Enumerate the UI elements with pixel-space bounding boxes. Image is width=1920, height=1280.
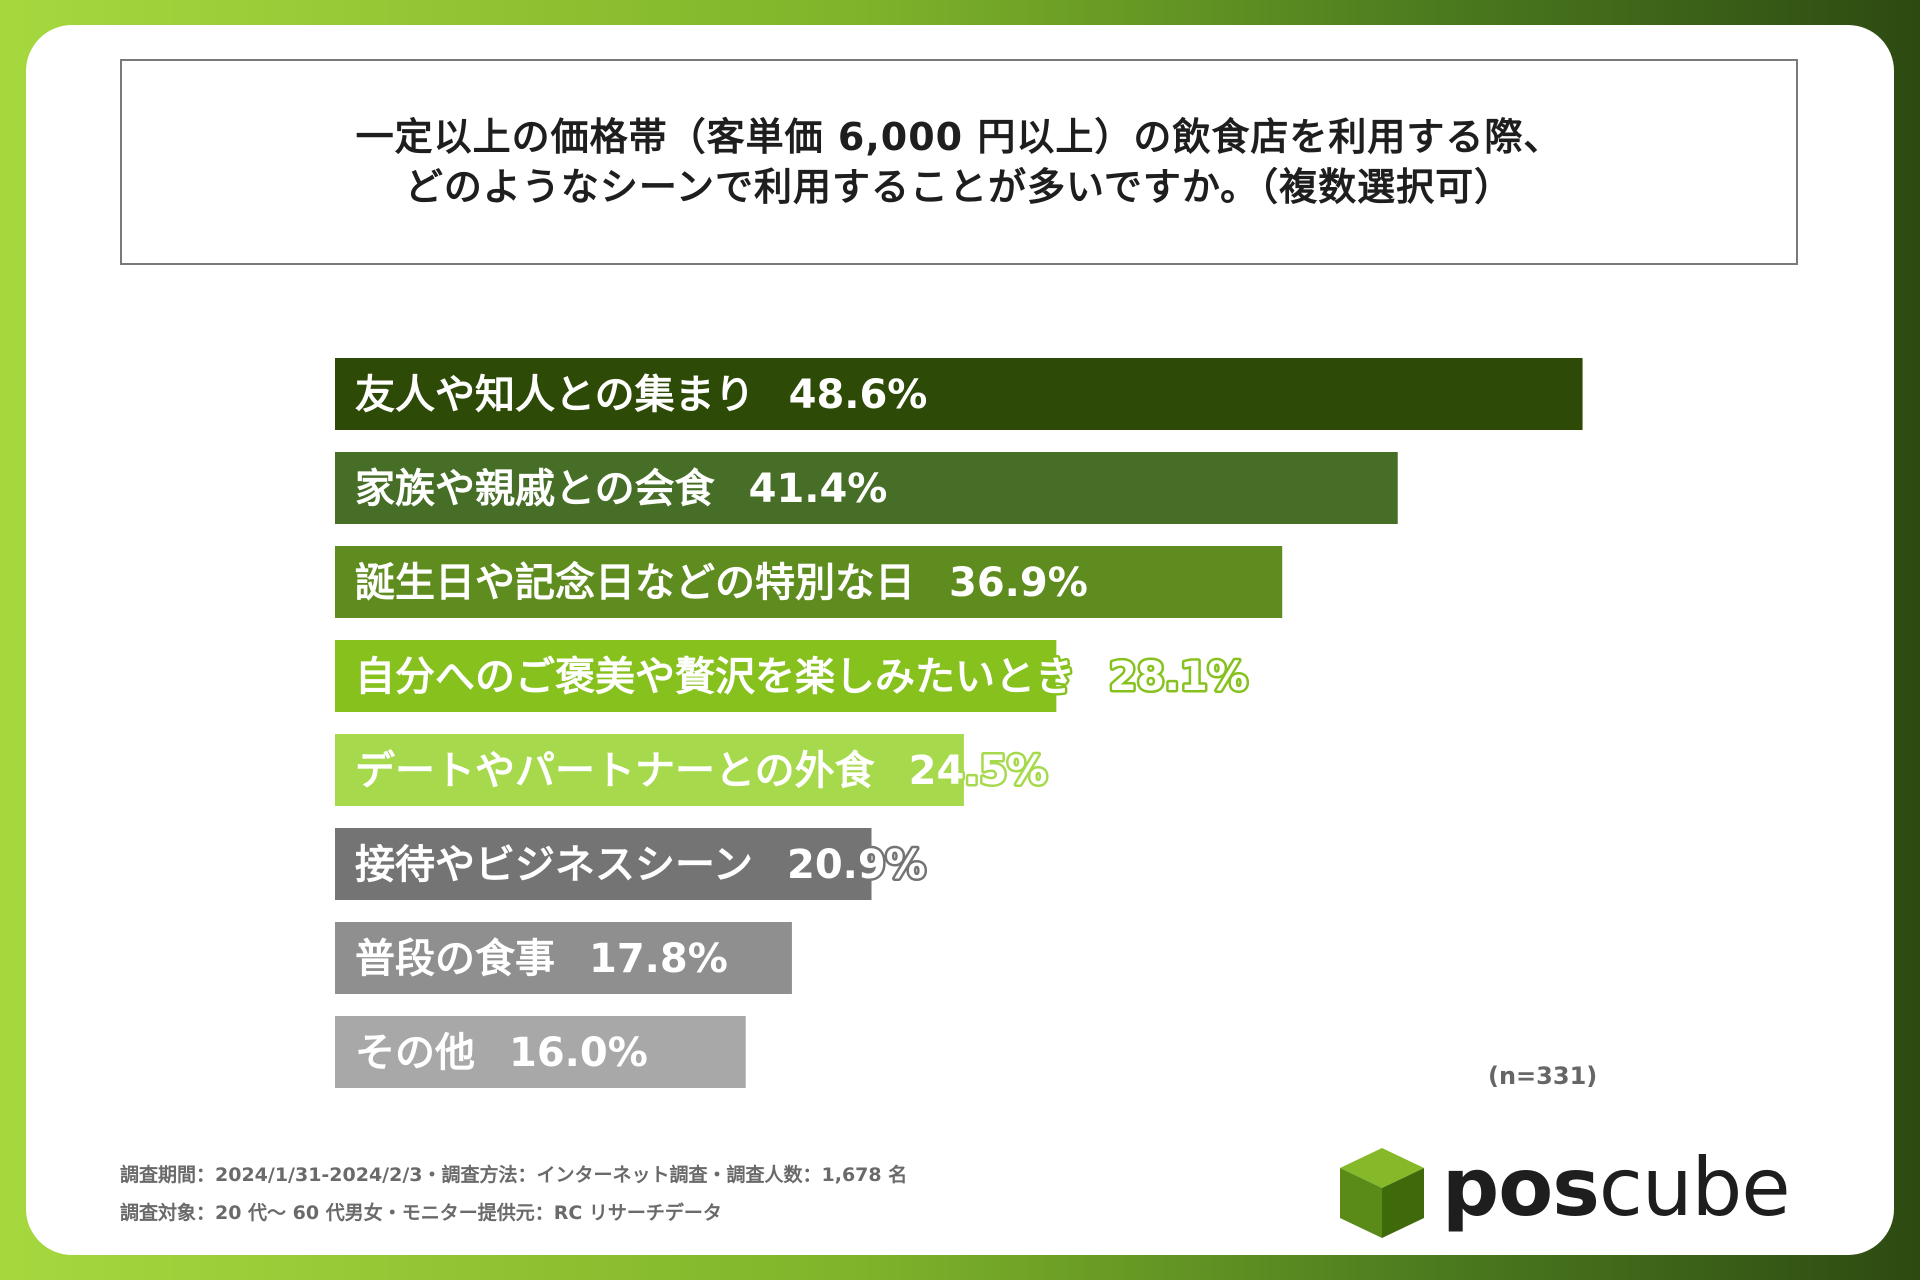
- bar-6: [335, 828, 872, 900]
- bar-label-6: 接待やビジネスシーン 20.9%: [355, 842, 926, 888]
- question-title-box: 一定以上の価格帯（客単価 6,000 円以上）の飲食店を利用する際、 どのような…: [120, 59, 1798, 265]
- bar-label-2: 家族や親戚との会食 41.4%: [355, 466, 887, 512]
- category-label: 普段の食事: [355, 936, 555, 982]
- survey-target-note: 調査対象：20 代～ 60 代男女・モニター提供元：RC リサーチデータ: [120, 1202, 722, 1224]
- bar-3: [335, 546, 1283, 618]
- bar-label-4: 自分へのご褒美や贅沢を楽しみたいとき 28.1%: [355, 654, 1248, 700]
- question-title-line-2: どのようなシーンで利用することが多いですか。（複数選択可）: [404, 165, 1514, 209]
- value-label: 17.8%: [589, 936, 728, 982]
- bar-label-1: 友人や知人との集まり 48.6%: [355, 372, 927, 418]
- category-label: 家族や親戚との会食: [355, 466, 716, 512]
- category-label: 友人や知人との集まり: [355, 372, 755, 418]
- category-label: その他: [355, 1030, 475, 1076]
- logo-word-cube: cube: [1598, 1141, 1791, 1234]
- cube-icon: [1340, 1148, 1424, 1238]
- bar-1: [335, 358, 1583, 430]
- value-label: 48.6%: [789, 372, 928, 418]
- value-label: 24.5%: [909, 748, 1048, 794]
- value-label: 41.4%: [749, 466, 888, 512]
- value-label: 20.9%: [787, 842, 926, 888]
- bar-5: [335, 734, 964, 806]
- category-label: 自分へのご褒美や贅沢を楽しみたいとき: [355, 654, 1075, 700]
- value-label: 28.1%: [1109, 654, 1248, 700]
- bar-label-5: デートやパートナーとの外食 24.5%: [355, 748, 1047, 794]
- sample-size-label: (n=331): [1488, 1062, 1598, 1090]
- bar-label-7: 普段の食事 17.8%: [355, 936, 728, 982]
- value-label: 16.0%: [509, 1030, 648, 1076]
- bar-4: [335, 640, 1057, 712]
- bar-label-8: その他 16.0%: [355, 1030, 648, 1076]
- bar-2: [335, 452, 1398, 524]
- poscube-logo: poscube: [1332, 1141, 1812, 1242]
- survey-period-note: 調査期間：2024/1/31-2024/2/3・調査方法：インターネット調査・調…: [120, 1164, 908, 1186]
- category-label: 誕生日や記念日などの特別な日: [355, 560, 915, 606]
- value-label: 36.9%: [949, 560, 1088, 606]
- bar-7: [335, 922, 792, 994]
- question-title-line-1: 一定以上の価格帯（客単価 6,000 円以上）の飲食店を利用する際、: [355, 115, 1563, 159]
- category-label: デートやパートナーとの外食: [355, 748, 876, 794]
- bar-label-3: 誕生日や記念日などの特別な日 36.9%: [355, 560, 1088, 606]
- logo-word-pos: pos: [1442, 1141, 1600, 1234]
- category-label: 接待やビジネスシーン: [355, 842, 753, 888]
- bar-8: [335, 1016, 746, 1088]
